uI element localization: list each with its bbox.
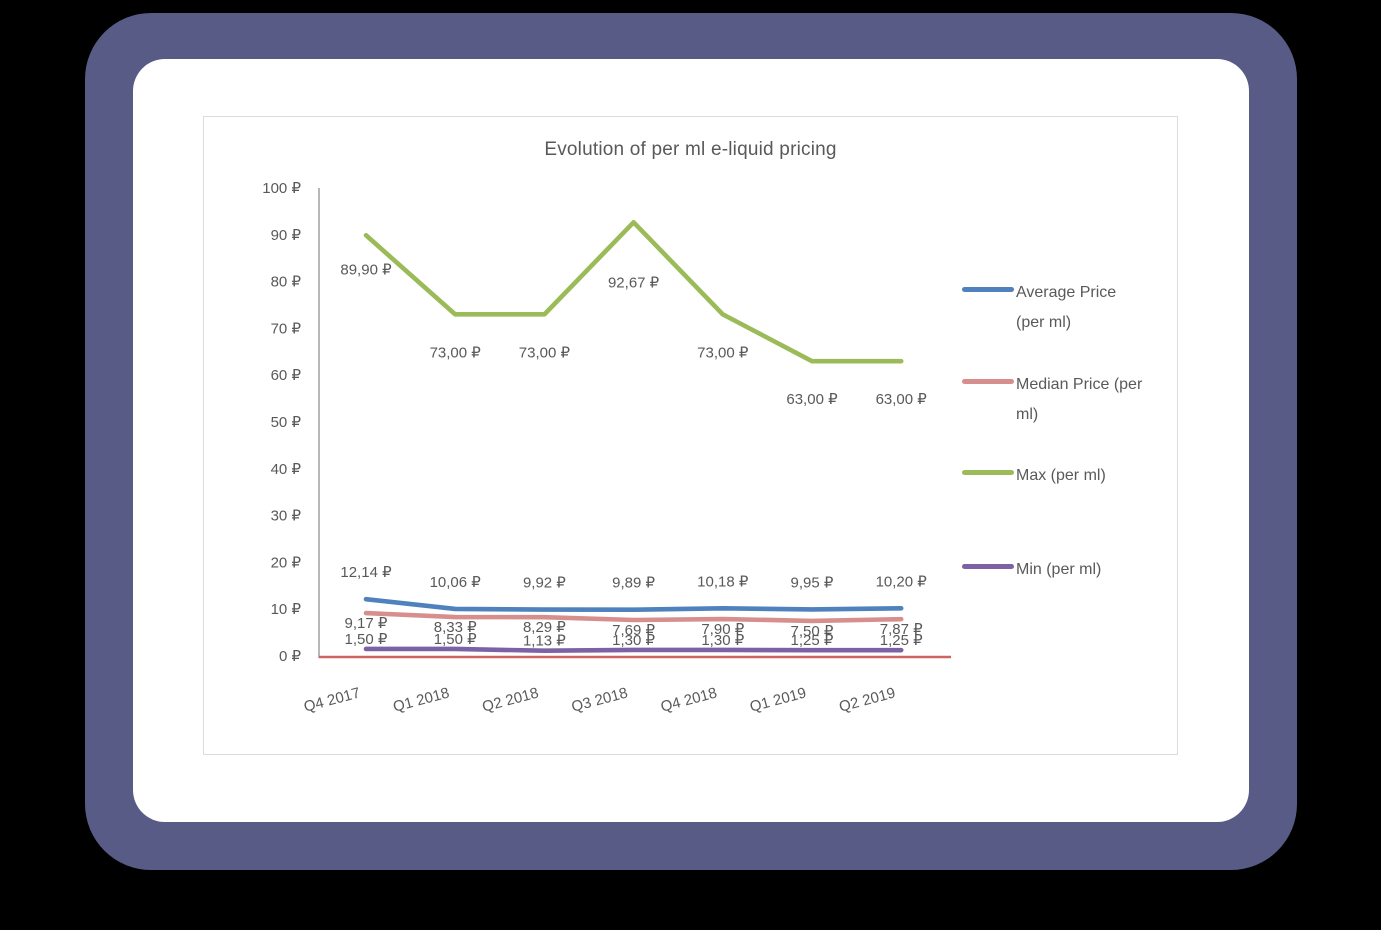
- data-label-max-per-ml: 92,67 ₽: [608, 274, 660, 291]
- x-category-label: Q3 2018: [570, 684, 630, 715]
- y-tick-label: 50 ₽: [271, 414, 302, 431]
- x-category-label: Q2 2018: [480, 684, 540, 715]
- data-label-min-per-ml: 1,13 ₽: [523, 633, 566, 650]
- data-label-median-price-per-ml: 9,17 ₽: [345, 615, 388, 632]
- data-label-median-price-per-ml: 7,69 ₽: [612, 622, 655, 639]
- data-label-median-price-per-ml: 8,29 ₽: [523, 619, 566, 636]
- data-label-min-per-ml: 1,25 ₽: [880, 632, 923, 649]
- legend-line-swatch-max-icon: [962, 470, 1014, 475]
- x-category-label: Q4 2017: [302, 684, 362, 715]
- legend-line-swatch-average-icon: [962, 287, 1014, 292]
- data-label-max-per-ml: 73,00 ₽: [697, 344, 749, 361]
- x-category-label: Q1 2018: [391, 684, 451, 715]
- legend-item-min: Min (per ml): [962, 555, 1144, 585]
- data-label-max-per-ml: 63,00 ₽: [876, 391, 928, 408]
- y-tick-label: 0 ₽: [279, 648, 302, 665]
- legend-item-max: Max (per ml): [962, 461, 1144, 491]
- y-tick-label: 100 ₽: [262, 180, 301, 197]
- data-label-min-per-ml: 1,30 ₽: [701, 632, 744, 649]
- device-frame: Evolution of per ml e-liquid pricing 0 ₽…: [85, 13, 1297, 870]
- legend-label-median: Median Price (per ml): [1016, 376, 1143, 423]
- data-label-median-price-per-ml: 7,87 ₽: [880, 621, 923, 638]
- price-line-chart: 0 ₽ 10 ₽ 20 ₽ 30 ₽ 40 ₽ 50 ₽ 60 ₽ 70 ₽ 80 ₽ 90 ₽ 1…: [262, 180, 951, 716]
- data-label-max-per-ml: 73,00 ₽: [519, 344, 571, 361]
- data-label-average-price-per-ml: 10,06 ₽: [430, 574, 482, 591]
- chart-title: Evolution of per ml e-liquid pricing: [544, 139, 837, 160]
- data-label-min-per-ml: 1,30 ₽: [612, 632, 655, 649]
- legend-label-average: Average Price (per ml): [1016, 284, 1117, 331]
- y-tick-label: 70 ₽: [271, 320, 302, 337]
- data-label-min-per-ml: 1,25 ₽: [791, 632, 834, 649]
- legend-item-median-price: Median Price (per ml): [962, 370, 1144, 430]
- series-line-min-per-ml: [363, 646, 904, 654]
- legend-item-average-price: Average Price (per ml): [962, 278, 1144, 338]
- chart-panel: Evolution of per ml e-liquid pricing 0 ₽…: [203, 116, 1178, 755]
- data-label-max-per-ml: 63,00 ₽: [786, 391, 838, 408]
- data-label-average-price-per-ml: 9,95 ₽: [791, 574, 834, 591]
- data-label-average-price-per-ml: 9,89 ₽: [612, 575, 655, 592]
- series-line-median-price-per-ml: [363, 610, 904, 624]
- legend-label-max: Max (per ml): [1016, 467, 1106, 484]
- x-category-label: Q4 2018: [659, 684, 719, 715]
- data-label-median-price-per-ml: 8,33 ₽: [434, 619, 477, 636]
- data-label-median-price-per-ml: 7,50 ₽: [791, 623, 834, 640]
- y-tick-label: 80 ₽: [271, 274, 302, 291]
- series-line-average-price-per-ml: [363, 596, 904, 613]
- data-label-min-per-ml: 1,50 ₽: [345, 631, 388, 648]
- y-tick-label: 90 ₽: [271, 227, 302, 244]
- data-label-max-per-ml: 89,90 ₽: [340, 261, 392, 278]
- y-tick-label: 30 ₽: [271, 508, 302, 525]
- data-label-median-price-per-ml: 7,90 ₽: [701, 621, 744, 638]
- series-line-max-per-ml: [363, 220, 904, 364]
- y-tick-label: 10 ₽: [271, 601, 302, 618]
- legend-line-swatch-median-icon: [962, 379, 1014, 384]
- data-label-average-price-per-ml: 12,14 ₽: [340, 564, 392, 581]
- data-label-average-price-per-ml: 9,92 ₽: [523, 575, 566, 592]
- legend-line-swatch-min-icon: [962, 564, 1014, 569]
- y-tick-label: 60 ₽: [271, 367, 302, 384]
- data-label-max-per-ml: 73,00 ₽: [430, 344, 482, 361]
- content-card: Evolution of per ml e-liquid pricing 0 ₽…: [133, 59, 1249, 822]
- data-label-average-price-per-ml: 10,18 ₽: [697, 573, 749, 590]
- chart-legend: Average Price (per ml) Median Price (per…: [962, 117, 1172, 754]
- y-tick-label: 20 ₽: [271, 554, 302, 571]
- y-tick-label: 40 ₽: [271, 461, 302, 478]
- data-label-min-per-ml: 1,50 ₽: [434, 631, 477, 648]
- data-label-average-price-per-ml: 10,20 ₽: [876, 573, 928, 590]
- x-category-label: Q1 2019: [748, 684, 808, 715]
- legend-label-min: Min (per ml): [1016, 561, 1102, 578]
- x-category-label: Q2 2019: [837, 684, 897, 715]
